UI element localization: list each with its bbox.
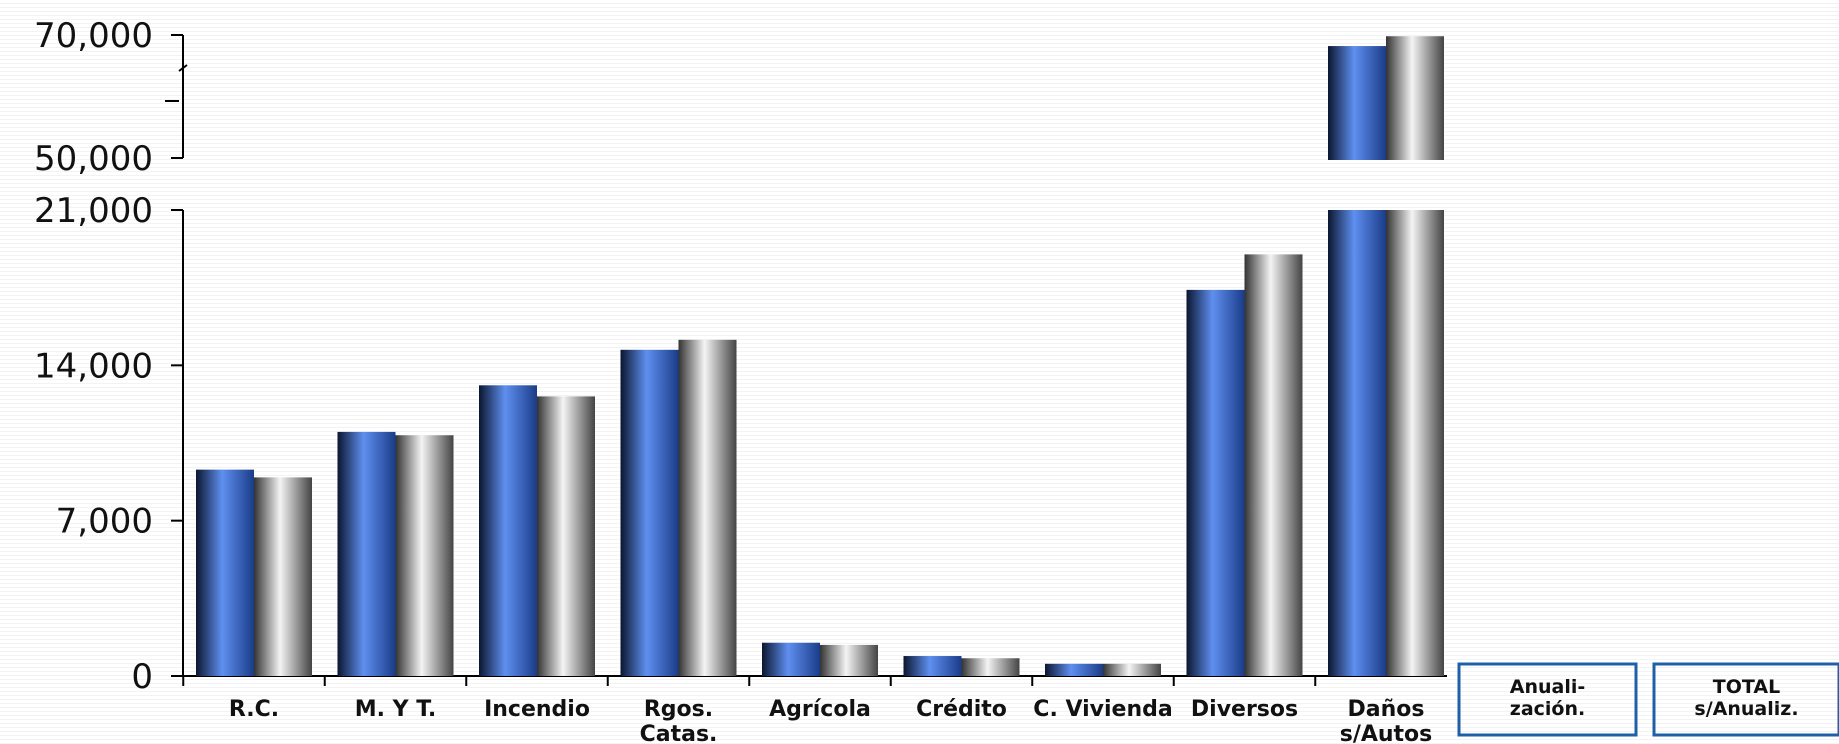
bar xyxy=(196,469,254,676)
y-tick-label: 14,000 xyxy=(34,346,153,386)
bar xyxy=(254,477,312,676)
bar xyxy=(820,644,878,676)
x-tick-label: C. Vivienda xyxy=(1033,697,1172,722)
summary-box xyxy=(1652,662,1839,737)
summary-box xyxy=(1457,662,1638,737)
bar-upper-segment xyxy=(1386,36,1444,161)
x-tick-label: M. Y T. xyxy=(355,697,437,722)
y-tick-label: 7,000 xyxy=(56,502,153,542)
x-tick-label: Daños s/Autos xyxy=(1340,697,1433,744)
y-tick-label: 50,000 xyxy=(34,139,153,179)
x-tick-label: Agrícola xyxy=(769,697,871,722)
bar xyxy=(1244,254,1303,676)
labels: 0 7,000 14,000 21,000 50,000 70,000 R.C. M. Y T… xyxy=(34,16,1799,744)
bar-lower-segment xyxy=(1328,210,1386,676)
bar xyxy=(479,385,537,676)
x-tick-label: Crédito xyxy=(916,697,1007,722)
axis-break-mark xyxy=(178,64,188,72)
bar xyxy=(678,339,737,676)
bar xyxy=(537,396,595,676)
summary-box-label: TOTAL s/Anualiz. xyxy=(1694,676,1798,720)
x-tick-label: Rgos. Catas. xyxy=(640,697,718,744)
bar xyxy=(1103,663,1161,676)
x-tick-label: Diversos xyxy=(1191,697,1298,722)
y-tick-label: 70,000 xyxy=(34,16,153,56)
bar xyxy=(961,658,1020,676)
bar xyxy=(337,431,396,676)
y-tick-label: 0 xyxy=(131,657,153,697)
summary-box-label: Anuali-zación. xyxy=(1510,676,1586,720)
bar xyxy=(1186,289,1245,676)
bar xyxy=(903,656,962,676)
bar xyxy=(1045,663,1103,676)
x-tick-label: Incendio xyxy=(484,697,590,722)
bars xyxy=(196,36,1839,737)
bar-upper-segment xyxy=(1328,46,1386,160)
bar-lower-segment xyxy=(1386,210,1444,676)
bar xyxy=(762,642,820,676)
x-tick-label: R.C. xyxy=(229,697,279,722)
bar xyxy=(620,349,679,676)
y-tick-label: 21,000 xyxy=(34,191,153,231)
bar xyxy=(395,435,454,676)
